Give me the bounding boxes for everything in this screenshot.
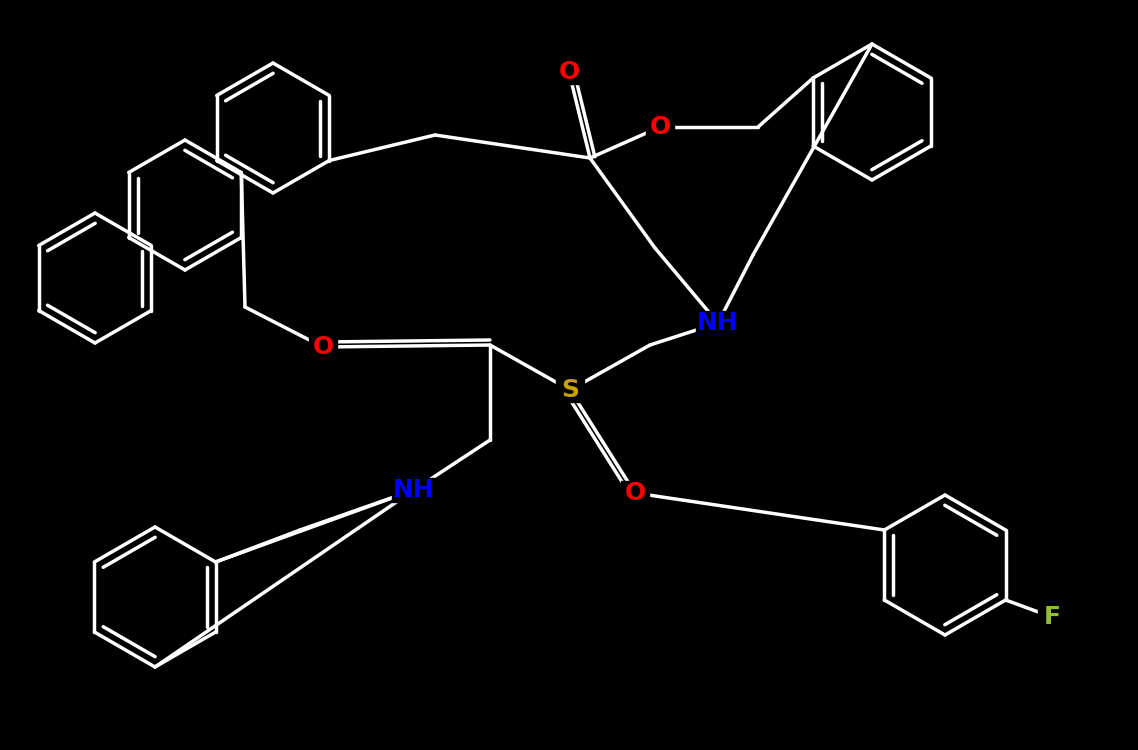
Bar <box>1038 605 1066 629</box>
Bar <box>621 481 649 505</box>
Text: NH: NH <box>698 311 739 335</box>
Text: O: O <box>625 481 645 505</box>
Bar <box>646 115 674 139</box>
Bar <box>555 60 583 84</box>
Text: F: F <box>1044 605 1061 629</box>
Text: S: S <box>561 378 579 402</box>
Bar <box>696 311 740 335</box>
Bar <box>310 335 337 359</box>
Text: NH: NH <box>393 478 435 502</box>
Bar <box>556 378 584 402</box>
Text: O: O <box>312 335 333 359</box>
Text: O: O <box>650 115 670 139</box>
Bar <box>391 478 436 502</box>
Text: O: O <box>559 60 579 84</box>
